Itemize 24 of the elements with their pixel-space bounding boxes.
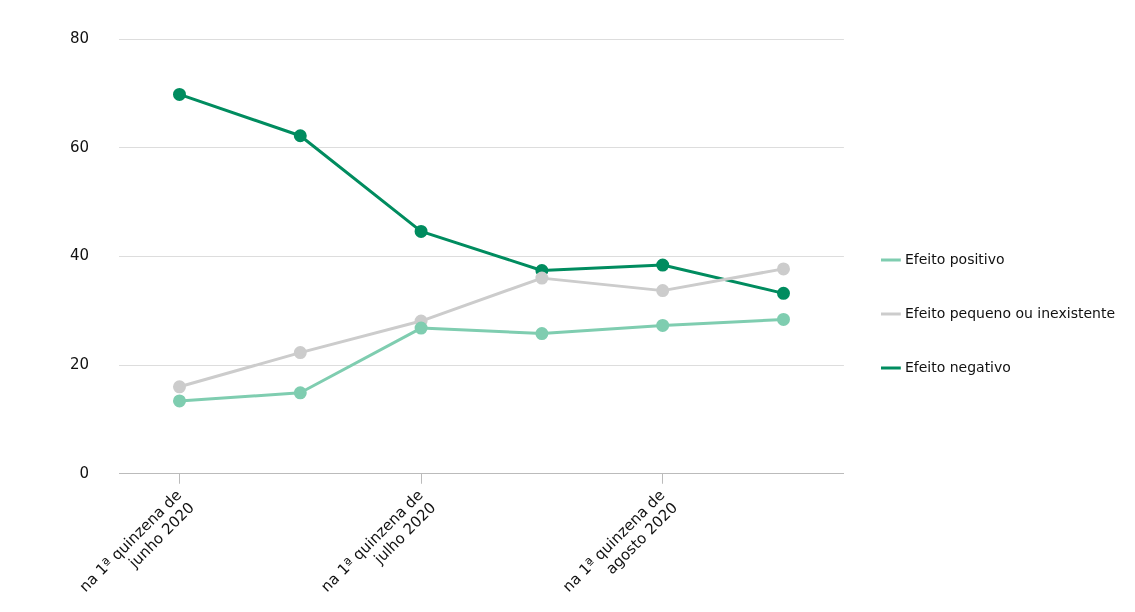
legend-label: Efeito positivo [904,250,1005,267]
y-tick-label: 0 [79,463,90,482]
point [776,286,790,300]
point [656,284,670,298]
y-tick-label: 60 [69,137,90,156]
legend-label: Efeito pequeno ou inexistente [904,304,1115,321]
point [172,87,186,101]
point [535,271,549,285]
point [293,129,307,143]
point [776,312,790,326]
point [535,327,549,341]
y-tick-label: 40 [69,246,90,265]
point [414,224,428,238]
point [293,346,307,360]
point [414,321,428,335]
point [172,394,186,408]
point [776,262,790,276]
point [293,386,307,400]
legend-label: Efeito negativo [904,358,1011,375]
y-tick-label: 80 [69,28,90,47]
point [656,318,670,332]
y-tick-label: 20 [69,354,90,373]
point [172,380,186,394]
point [656,258,670,272]
